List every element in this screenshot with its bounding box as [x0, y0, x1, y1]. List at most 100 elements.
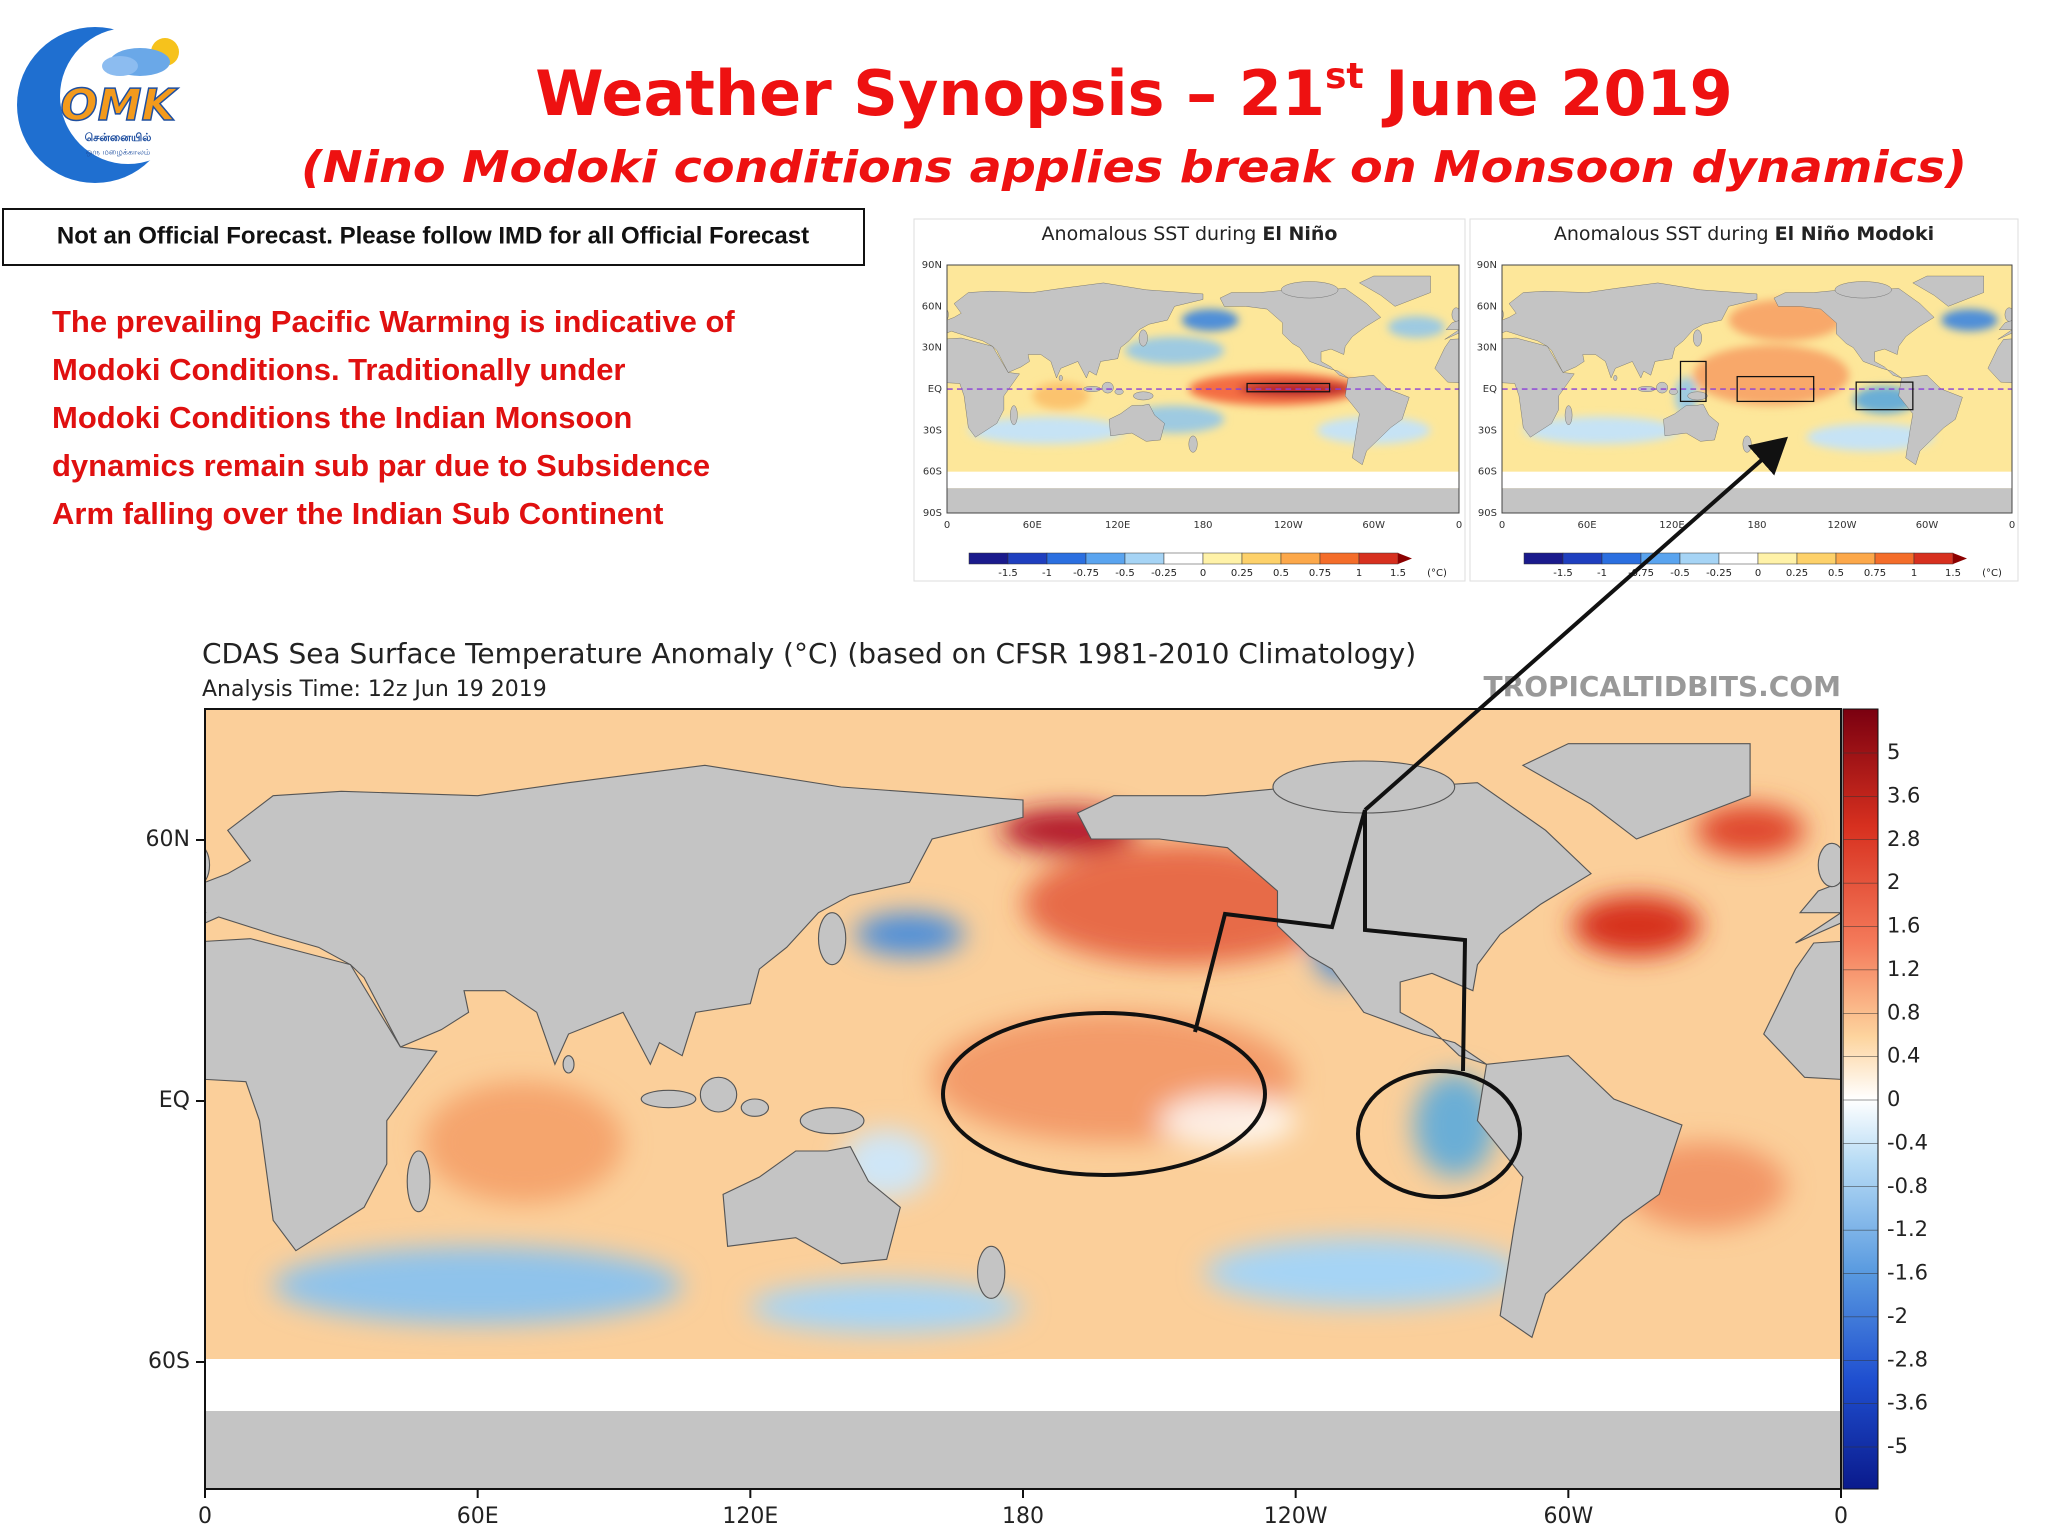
- lon-label: 60W: [1362, 520, 1385, 531]
- colorbar-label: -1.6: [1887, 1261, 1928, 1285]
- colorbar-label: -1: [1597, 568, 1607, 579]
- lon-label: 0: [1499, 520, 1505, 531]
- title-part: June 2019: [1364, 57, 1733, 130]
- colorbar-label: 1.5: [1945, 568, 1961, 579]
- colorbar-segment: [1913, 552, 1954, 565]
- colorbar-label: -0.25: [1151, 568, 1177, 579]
- description-line: Arm falling over the Indian Sub Continen…: [52, 496, 663, 531]
- colorbar-label: -2: [1887, 1304, 1908, 1328]
- title-bold: El Niño Modoki: [1775, 223, 1934, 245]
- colorbar-segment: [1601, 552, 1642, 565]
- colorbar-label: 0.5: [1828, 568, 1844, 579]
- lat-label: 30S: [923, 425, 942, 436]
- lon-label: 0: [198, 1504, 212, 1529]
- lon-label: 60W: [1916, 520, 1939, 531]
- logo-text: OMK: [60, 80, 178, 131]
- lat-label: 90N: [1477, 260, 1497, 271]
- colorbar-segment: [1046, 552, 1087, 565]
- lat-label: 30N: [922, 343, 942, 354]
- colorbar-label: 2.8: [1887, 827, 1920, 851]
- map-frame: [946, 264, 1460, 514]
- lon-label: 120W: [1274, 520, 1303, 531]
- lat-label: EQ: [1483, 384, 1497, 395]
- lon-label: 60W: [1543, 1504, 1593, 1529]
- title-text: Anomalous SST during: [1554, 223, 1775, 245]
- colorbar-label: 0: [1887, 1087, 1900, 1111]
- colorbar-label: -1.5: [998, 568, 1018, 579]
- lat-label: 60N: [922, 301, 942, 312]
- colorbar-label: -0.5: [1115, 568, 1135, 579]
- lon-label: 120W: [1264, 1504, 1328, 1529]
- colorbar-segment: [1835, 552, 1876, 565]
- main-colorbar: [1842, 708, 1879, 1490]
- colorbar-segment: [1241, 552, 1282, 565]
- lat-label: EQ: [159, 1088, 190, 1113]
- lat-label: 60S: [1478, 467, 1497, 478]
- colorbar-segment: [1718, 552, 1759, 565]
- lon-label: 60E: [457, 1504, 499, 1529]
- main-map-title: CDAS Sea Surface Temperature Anomaly (°C…: [202, 637, 1416, 670]
- colorbar-segment: [1523, 552, 1564, 565]
- colorbar-label: 0.25: [1231, 568, 1253, 579]
- colorbar-label: 1: [1911, 568, 1917, 579]
- colorbar-label: (°C): [1427, 568, 1447, 579]
- title-part: Weather Synopsis – 21: [535, 57, 1325, 130]
- colorbar-segment: [1280, 552, 1321, 565]
- description-line: Modoki Conditions the Indian Monsoon: [52, 400, 632, 435]
- disclaimer: Not an Official Forecast. Please follow …: [57, 222, 809, 249]
- lat-label: 60N: [146, 827, 190, 852]
- colorbar-label: 0.5: [1273, 568, 1289, 579]
- lon-label: 120E: [1659, 520, 1684, 531]
- title-text: Anomalous SST during: [1042, 223, 1263, 245]
- analysis-time: Analysis Time: 12z Jun 19 2019: [202, 677, 547, 702]
- watermark: TROPICALTIDBITS.COM: [1484, 670, 1841, 703]
- colorbar-label: 2: [1887, 870, 1900, 894]
- lon-label: 120E: [1105, 520, 1130, 531]
- colorbar-segment: [1874, 552, 1915, 565]
- colorbar-segment: [1679, 552, 1720, 565]
- lat-label: 30N: [1477, 343, 1497, 354]
- lat-label: 60S: [148, 1349, 190, 1374]
- colorbar-label: 1: [1356, 568, 1362, 579]
- colorbar-label: -0.75: [1073, 568, 1099, 579]
- colorbar-segment: [1085, 552, 1126, 565]
- colorbar-label: 0: [1755, 568, 1761, 579]
- lon-label: 0: [2009, 520, 2015, 531]
- colorbar-label: -3.6: [1887, 1391, 1928, 1415]
- lat-label: 90N: [922, 260, 942, 271]
- lon-label: 0: [944, 520, 950, 531]
- colorbar-segment: [1124, 552, 1165, 565]
- colorbar-segment: [1757, 552, 1798, 565]
- colorbar-label: 0.8: [1887, 1000, 1920, 1024]
- colorbar-segment: [1358, 552, 1399, 565]
- colorbar-segment: [1163, 552, 1204, 565]
- colorbar-label: 0.75: [1864, 568, 1886, 579]
- colorbar-label: 0: [1200, 568, 1206, 579]
- colorbar-label: -2.8: [1887, 1347, 1928, 1371]
- annotations: [941, 436, 1788, 1199]
- title-bold: El Niño: [1262, 223, 1337, 245]
- description-line: Modoki Conditions. Traditionally under: [52, 352, 626, 387]
- description-line: dynamics remain sub par due to Subsidenc…: [52, 448, 710, 483]
- colorbar-label: 1.2: [1887, 957, 1920, 981]
- lat-label: 60S: [923, 467, 942, 478]
- colorbar-segment: [1319, 552, 1360, 565]
- lon-label: 120E: [722, 1504, 778, 1529]
- colorbar-label: -1.5: [1553, 568, 1573, 579]
- colorbar-segment: [1562, 552, 1603, 565]
- colorbar-label: -0.75: [1628, 568, 1654, 579]
- lat-label: 30S: [1478, 425, 1497, 436]
- colorbar-label: 3.6: [1887, 783, 1920, 807]
- lat-label: 90S: [1478, 508, 1497, 519]
- title-sup: st: [1325, 56, 1364, 97]
- colorbar-label: -0.25: [1706, 568, 1732, 579]
- lon-label: 120W: [1828, 520, 1857, 531]
- lat-label: 60N: [1477, 301, 1497, 312]
- map-frame: [1501, 264, 2013, 514]
- colorbar-segment: [1796, 552, 1837, 565]
- colorbar-label: 1.6: [1887, 914, 1920, 938]
- colorbar-label: -1.2: [1887, 1217, 1928, 1241]
- lon-label: 60E: [1023, 520, 1042, 531]
